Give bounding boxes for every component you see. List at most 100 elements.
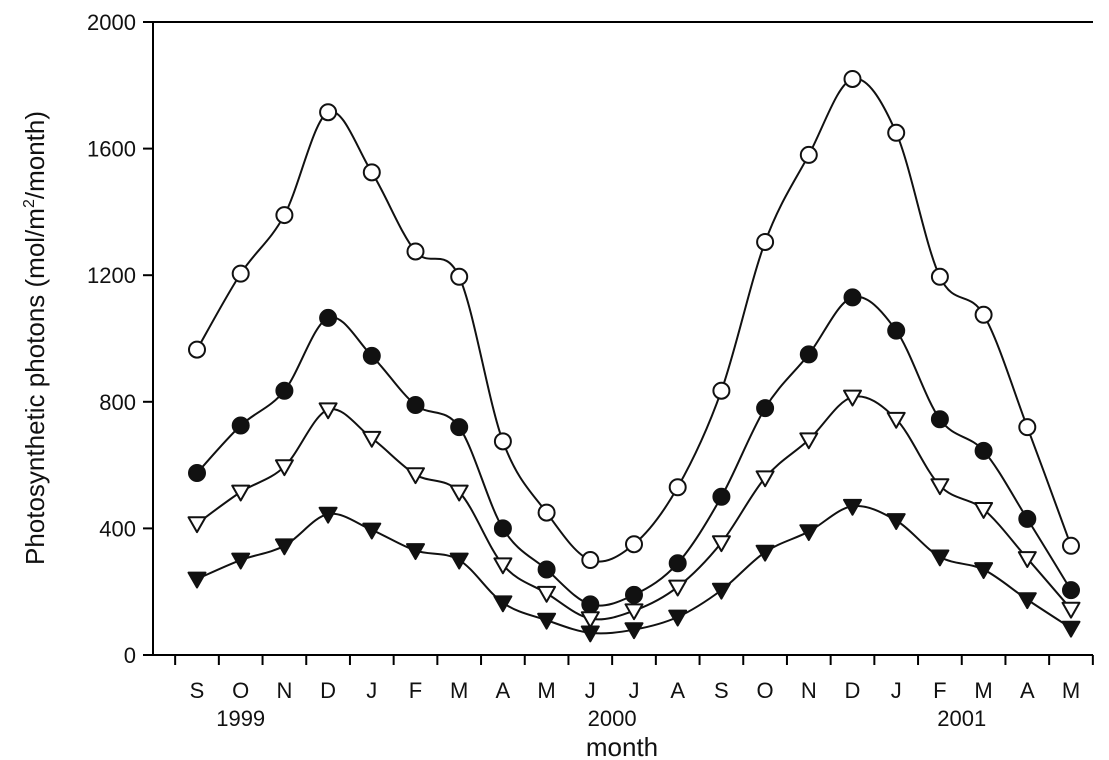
data-point <box>799 524 819 542</box>
data-point <box>493 432 512 451</box>
year-label: 1999 <box>216 706 265 731</box>
data-point <box>974 502 994 519</box>
data-point <box>362 346 381 365</box>
y-tick-label: 800 <box>99 390 136 415</box>
data-point <box>275 206 294 225</box>
data-point <box>668 478 687 497</box>
data-point <box>1017 551 1037 568</box>
data-point <box>930 410 949 429</box>
data-point <box>624 603 644 621</box>
data-point <box>406 395 425 414</box>
x-tick-label: M <box>450 678 468 703</box>
y-tick-label: 2000 <box>87 10 136 35</box>
x-tick-label: O <box>757 678 774 703</box>
data-point <box>711 535 731 553</box>
data-point <box>625 535 643 554</box>
data-point <box>668 579 688 597</box>
y-tick-label: 400 <box>99 516 136 541</box>
x-tick-label: D <box>845 678 861 703</box>
data-point <box>362 430 382 448</box>
data-point <box>580 611 600 629</box>
data-point <box>712 487 731 506</box>
x-tick-label: F <box>933 678 946 703</box>
data-point <box>1061 601 1081 619</box>
data-point <box>449 484 469 502</box>
data-point <box>799 345 818 364</box>
year-labels: 1999 2000 2001 <box>216 706 986 731</box>
data-point <box>843 288 862 307</box>
data-point <box>580 625 600 643</box>
x-axis-title: month <box>586 732 658 760</box>
x-tick-label: D <box>320 678 336 703</box>
data-point <box>755 470 775 488</box>
data-point <box>537 585 557 603</box>
data-point <box>275 381 294 400</box>
y-tick-label: 1200 <box>87 263 136 288</box>
data-point <box>537 560 556 579</box>
y-axis-title-tail: /month) <box>20 111 50 199</box>
x-tick-label: J <box>585 678 596 703</box>
x-tick-label: A <box>670 678 685 703</box>
x-tick-label: A <box>1020 678 1035 703</box>
series-circle-open <box>188 69 1080 570</box>
y-axis-title: Photosynthetic photons (mol/m2/month) <box>20 111 50 565</box>
data-point <box>1017 592 1037 610</box>
data-point <box>231 416 250 435</box>
series-layer <box>187 69 1081 643</box>
y-axis-title-main: Photosynthetic photons (mol/m <box>20 208 50 565</box>
data-point <box>493 519 512 538</box>
data-point <box>274 538 294 556</box>
data-point <box>668 609 688 627</box>
series-circle-filled <box>188 288 1080 614</box>
data-point <box>974 562 994 580</box>
data-point <box>406 467 425 485</box>
data-point <box>581 551 600 570</box>
data-point <box>231 264 250 283</box>
x-tick-label: J <box>891 678 902 703</box>
x-tick-label: N <box>276 678 292 703</box>
data-point <box>362 522 382 540</box>
data-point <box>886 411 906 429</box>
x-tick-label: A <box>496 678 511 703</box>
x-tick-label: J <box>629 678 640 703</box>
data-point <box>493 595 513 613</box>
year-label: 2001 <box>937 706 986 731</box>
data-point <box>712 381 731 400</box>
data-point <box>231 552 251 570</box>
data-point <box>843 69 862 88</box>
series-triangle-down-filled <box>187 498 1081 643</box>
data-point <box>886 513 906 530</box>
data-point <box>406 543 425 561</box>
y-axis-ticks: 0 400 800 1200 1600 2000 <box>87 10 153 668</box>
data-point <box>624 622 644 640</box>
data-point <box>362 163 381 182</box>
data-point <box>930 478 950 496</box>
data-point <box>274 459 294 477</box>
data-point <box>1018 509 1037 528</box>
data-point <box>843 389 862 407</box>
data-point <box>450 418 469 437</box>
data-point <box>1062 581 1080 600</box>
x-tick-label: F <box>409 678 422 703</box>
y-tick-label: 0 <box>124 643 136 668</box>
data-point <box>799 145 818 164</box>
data-point <box>449 552 469 570</box>
x-tick-label: S <box>714 678 729 703</box>
data-point <box>1018 418 1037 437</box>
data-point <box>930 267 949 286</box>
data-point <box>187 516 207 534</box>
data-point <box>711 582 731 600</box>
data-point <box>319 103 338 122</box>
data-point <box>319 308 338 327</box>
data-point <box>756 399 775 418</box>
data-point <box>668 554 687 573</box>
x-tick-label: M <box>1062 678 1080 703</box>
x-tick-label: S <box>190 678 205 703</box>
x-tick-label: O <box>232 678 249 703</box>
data-point <box>1062 536 1080 555</box>
data-point <box>231 484 251 502</box>
y-tick-label: 1600 <box>87 137 136 162</box>
data-point <box>887 321 906 340</box>
